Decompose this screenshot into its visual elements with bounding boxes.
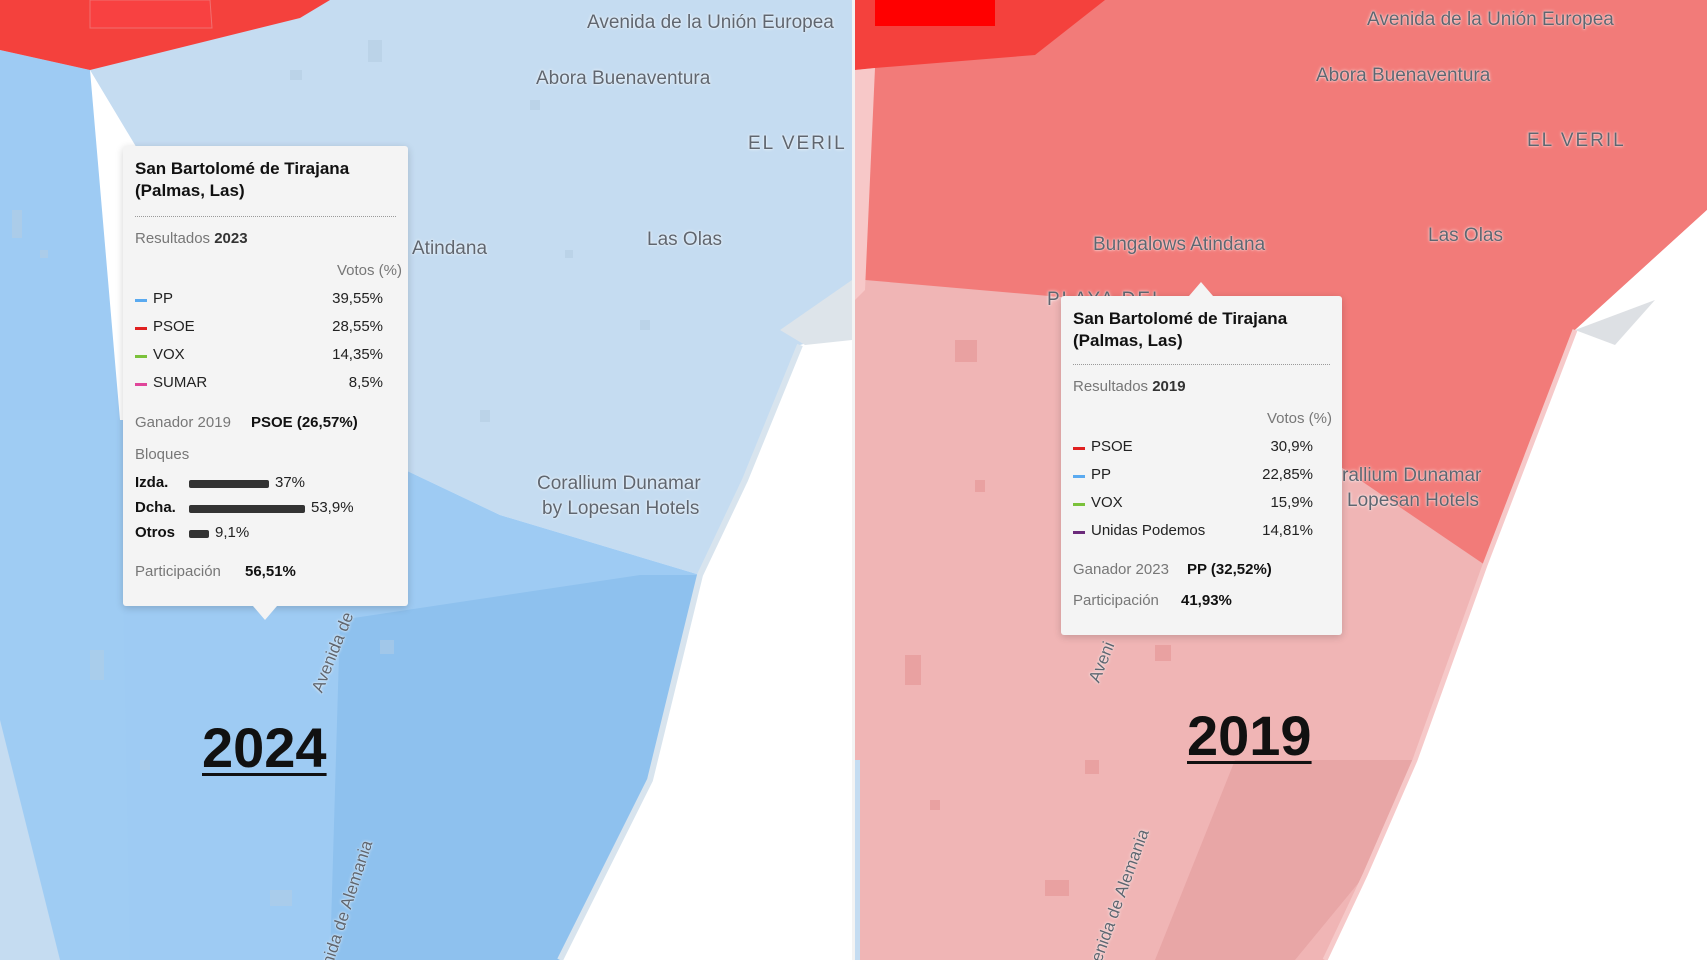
tooltip-title: San Bartolomé de Tirajana (Palmas, Las) <box>1073 309 1288 350</box>
bloc-bar <box>189 530 209 538</box>
party-value: 28,55% <box>332 318 383 335</box>
results-heading: Resultados 2023 <box>135 230 248 247</box>
bloc-value: 9,1% <box>215 524 250 541</box>
bloc-value: 53,9% <box>311 499 354 516</box>
party-name: VOX <box>1091 494 1123 511</box>
building-footprints <box>12 40 650 906</box>
bloc-bar <box>189 505 305 513</box>
party-color-swatch <box>135 383 147 386</box>
label-abora-buenaventura: Abora Buenaventura <box>536 68 711 89</box>
bloc-bar <box>189 480 269 488</box>
label-avenida-union-europea: Avenida de la Unión Europea <box>587 12 834 33</box>
label-avenida-union-europea: Avenida de la Unión Europea <box>1367 9 1614 30</box>
tooltip-2019-results: San Bartolomé de Tirajana (Palmas, Las) … <box>1061 282 1342 635</box>
year-label-2024: 2024 <box>202 716 327 779</box>
district-deep-red-2019 <box>875 0 995 26</box>
results-year: 2019 <box>1152 378 1186 395</box>
party-name: PP <box>153 290 174 307</box>
votes-header: Votos (%) <box>1266 410 1332 427</box>
label-abora-buenaventura: Abora Buenaventura <box>1316 65 1491 86</box>
results-heading: Resultados 2019 <box>1073 378 1186 395</box>
district-mid-blue-west <box>0 420 130 960</box>
tooltip-arrow <box>1189 282 1213 296</box>
party-color-swatch <box>1073 447 1085 450</box>
party-value: 30,9% <box>1270 438 1313 455</box>
results-year: 2023 <box>214 230 248 247</box>
label-corallium-dunamar: rallium Dunamar <box>1342 465 1482 486</box>
sea-area <box>1325 210 1707 960</box>
party-name: VOX <box>153 346 185 363</box>
participation-label: Participación <box>1073 592 1159 609</box>
district-border-strip <box>855 68 875 300</box>
label-las-olas: Las Olas <box>647 229 722 250</box>
tooltip-arrow <box>253 606 277 620</box>
tooltip-separator <box>135 216 396 217</box>
party-color-swatch <box>135 299 147 302</box>
blocs-label: Bloques <box>135 446 190 463</box>
district-light-blue[interactable] <box>0 0 852 575</box>
party-color-swatch <box>1073 531 1085 534</box>
votes-header: Votos (%) <box>336 262 402 279</box>
party-color-swatch <box>1073 503 1085 506</box>
label-atindana: Atindana <box>412 238 488 259</box>
party-color-swatch <box>1073 475 1085 478</box>
participation-value: 56,51% <box>245 563 296 580</box>
label-bungalows-atindana: Bungalows Atindana <box>1093 234 1266 255</box>
panel-divider <box>852 0 855 960</box>
party-value: 14,81% <box>1262 522 1313 539</box>
winner-value: PSOE (26,57%) <box>251 414 358 431</box>
bloc-name: Otros <box>135 524 176 541</box>
coast-shading <box>780 280 852 345</box>
participation-value: 41,93% <box>1181 592 1232 609</box>
coastline <box>1322 329 1578 960</box>
party-name: SUMAR <box>153 374 208 391</box>
party-color-swatch <box>135 355 147 358</box>
results-prefix: Resultados <box>1073 378 1149 395</box>
label-lopesan-hotels: by Lopesan Hotels <box>542 498 700 519</box>
district-red-2024[interactable] <box>0 0 330 70</box>
map-canvas-2019[interactable] <box>855 0 1707 960</box>
tooltip-separator <box>1073 364 1330 365</box>
party-value: 8,5% <box>348 374 383 391</box>
party-name: PP <box>1091 466 1112 483</box>
map-panel-2024[interactable]: Avenida de la Unión Europea Abora Buenav… <box>0 0 852 960</box>
map-panel-2019[interactable]: Avenida de la Unión Europea Abora Buenav… <box>855 0 1707 960</box>
building-footprints <box>905 340 1171 896</box>
results-prefix: Resultados <box>135 230 211 247</box>
label-lopesan-hotels: Lopesan Hotels <box>1347 490 1480 511</box>
winner-label: Ganador 2023 <box>1073 561 1169 578</box>
district-light-blue-corner <box>0 720 60 960</box>
year-label-2019: 2019 <box>1187 704 1312 767</box>
party-value: 15,9% <box>1270 494 1313 511</box>
bloc-name: Izda. <box>135 474 169 491</box>
sea-area <box>560 345 852 960</box>
party-value: 14,35% <box>332 346 383 363</box>
coast-shading <box>1575 300 1655 345</box>
participation-label: Participación <box>135 563 221 580</box>
party-value: 22,85% <box>1262 466 1313 483</box>
winner-value: PP (32,52%) <box>1187 561 1272 578</box>
coastline <box>557 343 803 960</box>
district-red-inner-2024 <box>89 0 213 29</box>
bloc-value: 37% <box>275 474 306 491</box>
label-el-veril: EL VERIL <box>1527 130 1626 151</box>
party-name: PSOE <box>153 318 195 335</box>
label-las-olas: Las Olas <box>1428 225 1503 246</box>
tooltip-2023-results: San Bartolomé de Tirajana (Palmas, Las) … <box>123 146 408 620</box>
label-el-veril: EL VERIL <box>748 133 847 154</box>
party-name: Unidas Podemos <box>1091 522 1206 539</box>
winner-label: Ganador 2019 <box>135 414 231 431</box>
party-value: 39,55% <box>332 290 383 307</box>
party-color-swatch <box>135 327 147 330</box>
tooltip-title: San Bartolomé de Tirajana (Palmas, Las) <box>135 159 350 200</box>
bloc-name: Dcha. <box>135 499 176 516</box>
label-corallium-dunamar: Corallium Dunamar <box>537 473 701 494</box>
district-light-red-south <box>1155 760 1415 960</box>
district-mid-red[interactable] <box>855 0 1707 565</box>
party-name: PSOE <box>1091 438 1133 455</box>
